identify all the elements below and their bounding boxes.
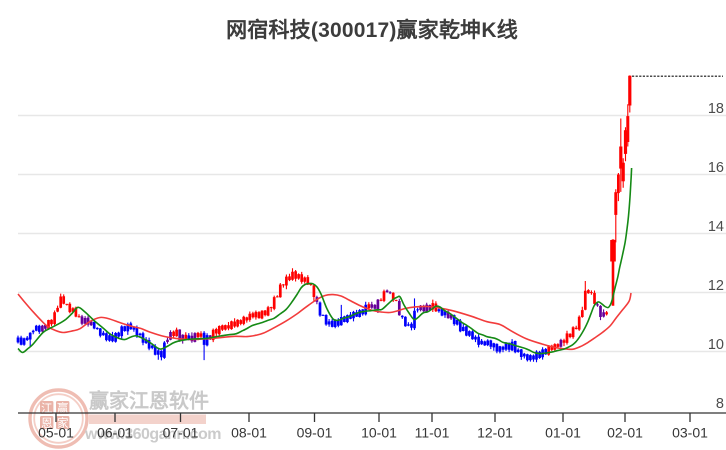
svg-text:8: 8 [716, 396, 724, 412]
svg-text:09-01: 09-01 [297, 425, 333, 441]
svg-text:06-01: 06-01 [97, 425, 133, 441]
svg-text:02-01: 02-01 [607, 425, 643, 441]
svg-text:01-01: 01-01 [545, 425, 581, 441]
svg-text:www.360gann.com: www.360gann.com [84, 426, 221, 443]
svg-text:14: 14 [708, 219, 724, 235]
svg-text:10-01: 10-01 [361, 425, 397, 441]
svg-text:赢: 赢 [57, 401, 69, 415]
svg-text:05-01: 05-01 [38, 425, 74, 441]
svg-text:18: 18 [708, 101, 724, 117]
svg-text:12-01: 12-01 [477, 425, 513, 441]
svg-text:16: 16 [708, 160, 724, 176]
svg-text:12: 12 [708, 278, 724, 294]
svg-text:家: 家 [57, 416, 69, 430]
svg-text:恩: 恩 [41, 417, 53, 430]
svg-text:03-01: 03-01 [672, 425, 708, 441]
svg-text:08-01: 08-01 [231, 425, 267, 441]
svg-text:10: 10 [708, 337, 724, 353]
svg-text:赢家江恩软件: 赢家江恩软件 [89, 389, 209, 413]
svg-text:江: 江 [41, 402, 53, 415]
svg-text:07-01: 07-01 [163, 425, 199, 441]
svg-text:11-01: 11-01 [415, 425, 450, 441]
